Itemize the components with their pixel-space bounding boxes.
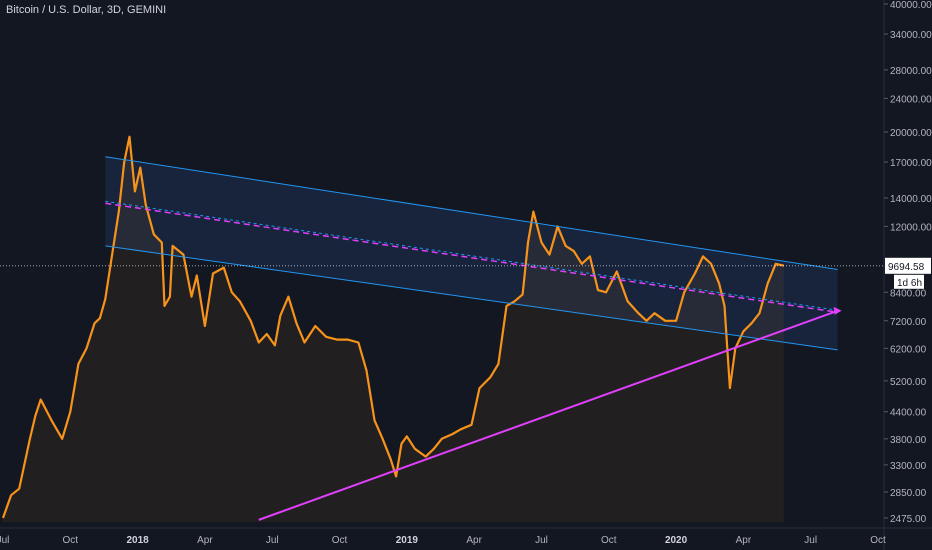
y-tick-label: 28000.00 <box>890 66 932 77</box>
y-tick-label: 7200.00 <box>890 317 927 328</box>
y-tick-label: 4400.00 <box>890 408 927 419</box>
x-tick-label: Jul <box>804 535 817 546</box>
median-dashed-line <box>105 202 838 314</box>
x-tick-label: 2018 <box>126 535 149 546</box>
x-tick-label: Jul <box>266 535 279 546</box>
x-tick-label: Oct <box>332 535 348 546</box>
y-tick-label: 3800.00 <box>890 435 927 446</box>
x-tick-label: Jul <box>535 535 548 546</box>
y-tick-label: 12000.00 <box>890 222 932 233</box>
price-line <box>1 135 785 519</box>
x-tick-label: Jul <box>0 535 9 546</box>
y-tick-label: 6200.00 <box>890 344 927 355</box>
channel-upper-line <box>105 156 838 271</box>
x-tick-label: Oct <box>870 535 886 546</box>
x-tick-label: 2019 <box>396 535 419 546</box>
y-tick-label: 14000.00 <box>890 194 932 205</box>
y-tick-label: 24000.00 <box>890 94 932 105</box>
y-tick-label: 2475.00 <box>890 514 927 525</box>
chart-title: Bitcoin / U.S. Dollar, 3D, GEMINI <box>6 4 167 16</box>
price-area <box>3 136 784 522</box>
y-tick-label: 40000.00 <box>890 0 932 11</box>
last-price-label: 9694.58 <box>888 262 925 273</box>
countdown-label: 1d 6h <box>897 278 922 289</box>
y-tick-label: 34000.00 <box>890 30 932 41</box>
x-tick-label: Apr <box>736 535 752 546</box>
x-tick-label: Apr <box>466 535 482 546</box>
x-tick-label: Oct <box>63 535 79 546</box>
y-tick-label: 17000.00 <box>890 158 932 169</box>
x-tick-label: Oct <box>601 535 617 546</box>
trendline-arrow <box>833 306 842 315</box>
channel-lower-line <box>105 245 838 351</box>
last-price-box <box>885 257 931 274</box>
channel-fill <box>105 156 838 350</box>
y-tick-label: 5200.00 <box>890 377 927 388</box>
x-tick-label: 2020 <box>665 535 688 546</box>
countdown-box <box>894 274 924 289</box>
y-tick-label: 20000.00 <box>890 128 932 139</box>
y-tick-label: 8400.00 <box>890 288 927 299</box>
support-trendline <box>258 309 838 521</box>
y-tick-label: 2850.00 <box>890 488 927 499</box>
y-tick-label: 3300.00 <box>890 461 927 472</box>
x-tick-label: Apr <box>197 535 213 546</box>
